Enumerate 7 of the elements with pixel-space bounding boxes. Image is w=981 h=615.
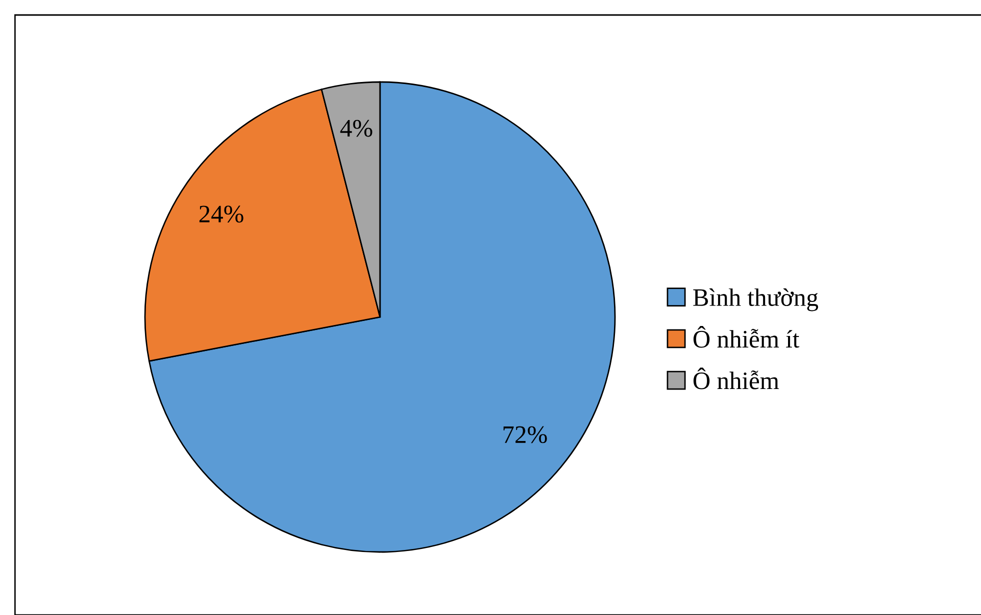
data-label: 24% xyxy=(199,206,244,223)
legend-label: Bình thường xyxy=(693,288,818,312)
legend-label: Ô nhiễm xyxy=(694,368,779,390)
data-label: 72% xyxy=(504,426,547,444)
pie-slice xyxy=(148,81,616,553)
legend-label: Ô nhiễm ít xyxy=(694,326,800,348)
data-label: 4% xyxy=(340,120,372,137)
